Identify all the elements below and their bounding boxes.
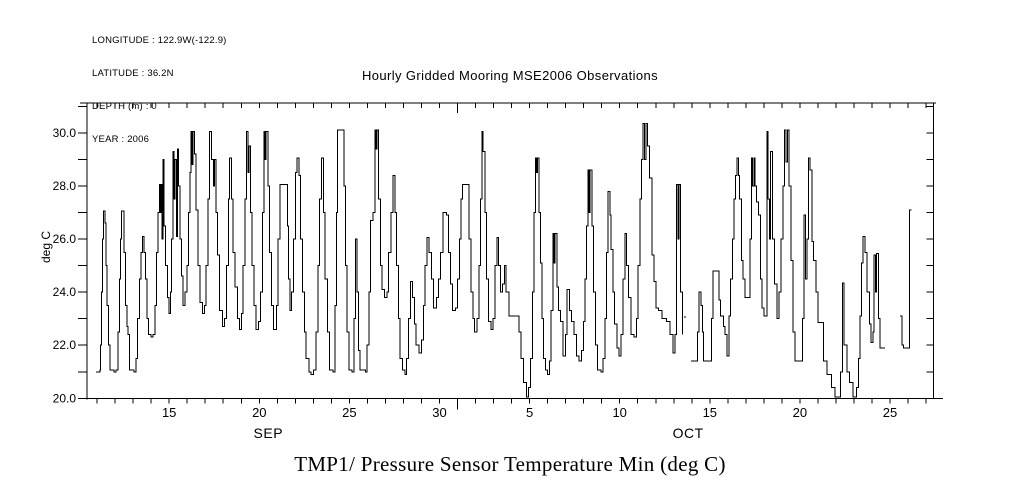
y-axis-ticks — [78, 105, 934, 399]
svg-text:28.0: 28.0 — [53, 179, 77, 193]
svg-text:25: 25 — [883, 405, 897, 420]
station-metadata: LONGITUDE : 122.9W(-122.9) LATITUDE : 36… — [92, 13, 227, 167]
metadata-latitude: LATITUDE : 36.2N — [92, 68, 174, 79]
svg-text:20: 20 — [793, 405, 807, 420]
svg-text:SEP: SEP — [254, 425, 284, 441]
svg-text:20.0: 20.0 — [53, 391, 77, 405]
svg-text:26.0: 26.0 — [53, 232, 77, 246]
svg-text:5: 5 — [526, 405, 533, 420]
x-tick-labels: 15 20 25 30 5 10 15 20 25 — [162, 405, 897, 420]
plot-caption: TMP1/ Pressure Sensor Temperature Min (d… — [294, 452, 726, 476]
temperature-series-line — [96, 123, 912, 398]
x-month-labels: SEP OCT — [254, 425, 704, 441]
plot-title: Hourly Gridded Mooring MSE2006 Observati… — [361, 68, 659, 83]
svg-text:15: 15 — [703, 405, 717, 420]
svg-text:24.0: 24.0 — [53, 285, 77, 299]
metadata-depth: DEPTH (m) : 0 — [92, 101, 157, 112]
metadata-longitude: LONGITUDE : 122.9W(-122.9) — [92, 35, 227, 46]
svg-text:15: 15 — [162, 405, 176, 420]
y-tick-labels: 20.0 22.0 24.0 26.0 28.0 30.0 — [53, 126, 77, 405]
svg-text:30: 30 — [432, 405, 446, 420]
svg-text:25: 25 — [342, 405, 356, 420]
svg-text:22.0: 22.0 — [53, 338, 77, 352]
svg-text:20: 20 — [252, 405, 266, 420]
svg-text:10: 10 — [612, 405, 626, 420]
x-axis-ticks — [96, 103, 927, 410]
metadata-year: YEAR : 2006 — [92, 134, 150, 145]
svg-text:OCT: OCT — [673, 425, 704, 441]
svg-text:30.0: 30.0 — [53, 126, 77, 140]
